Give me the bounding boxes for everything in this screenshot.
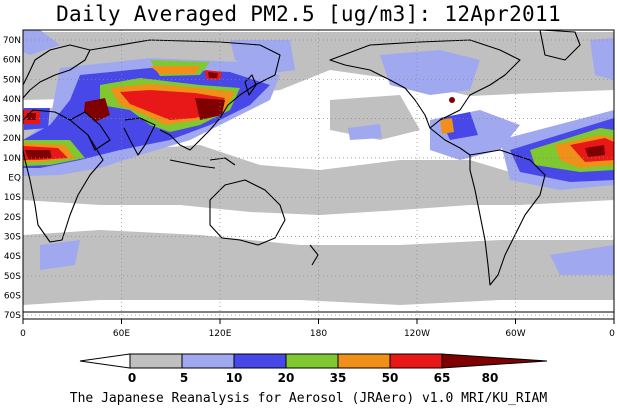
lat-label: 60S [4, 291, 21, 301]
layer-above-80 [25, 72, 605, 159]
lon-label: 60E [113, 329, 130, 339]
colorbar-label: 65 [434, 371, 451, 385]
colorbar-swatch [79, 353, 131, 369]
lat-label: 20S [4, 213, 21, 223]
lat-label: 30N [3, 115, 21, 125]
lon-label: 120E [209, 329, 232, 339]
colorbar-label: 50 [382, 371, 399, 385]
colorbar-swatch [337, 353, 391, 369]
lat-label: 10N [3, 154, 21, 164]
graticule [23, 30, 614, 319]
colorbar-label: 80 [482, 371, 499, 385]
lat-label: 30S [4, 233, 21, 243]
colorbar-label: 20 [278, 371, 295, 385]
lat-label: 70N [3, 36, 21, 46]
lat-label: 50N [3, 75, 21, 85]
colorbar-label: 35 [330, 371, 347, 385]
colorbar [79, 353, 548, 369]
map-title: Daily Averaged PM2.5 [ug/m3]: 12Apr2011 [56, 2, 561, 26]
lat-label: 40N [3, 95, 21, 105]
lat-label: EQ [8, 174, 21, 184]
lat-label: 50S [4, 272, 21, 282]
lon-label: 120W [404, 329, 430, 339]
map-plot-area [23, 30, 614, 319]
lon-label: 0 [609, 329, 615, 339]
colorbar-swatch [233, 353, 287, 369]
colorbar-label: 10 [226, 371, 243, 385]
colorbar-swatch [129, 353, 183, 369]
lon-label: 60W [505, 329, 525, 339]
dataset-credit: The Japanese Reanalysis for Aerosol (JRA… [69, 391, 548, 406]
lat-label: 10S [4, 193, 21, 203]
colorbar-swatch [441, 353, 548, 369]
lon-label: 180 [310, 329, 327, 339]
coastlines [23, 30, 614, 313]
colorbar-swatch [181, 353, 235, 369]
colorbar-swatch [389, 353, 443, 369]
colorbar-label: 5 [180, 371, 188, 385]
axis-ticks [22, 319, 615, 324]
lat-label: 40S [4, 252, 21, 262]
colorbar-label: 0 [128, 371, 136, 385]
lat-label: 20N [3, 134, 21, 144]
lat-label: 60N [3, 56, 21, 66]
colorbar-swatch [285, 353, 339, 369]
lat-label: 70S [4, 311, 21, 321]
lon-label: 0 [20, 329, 26, 339]
